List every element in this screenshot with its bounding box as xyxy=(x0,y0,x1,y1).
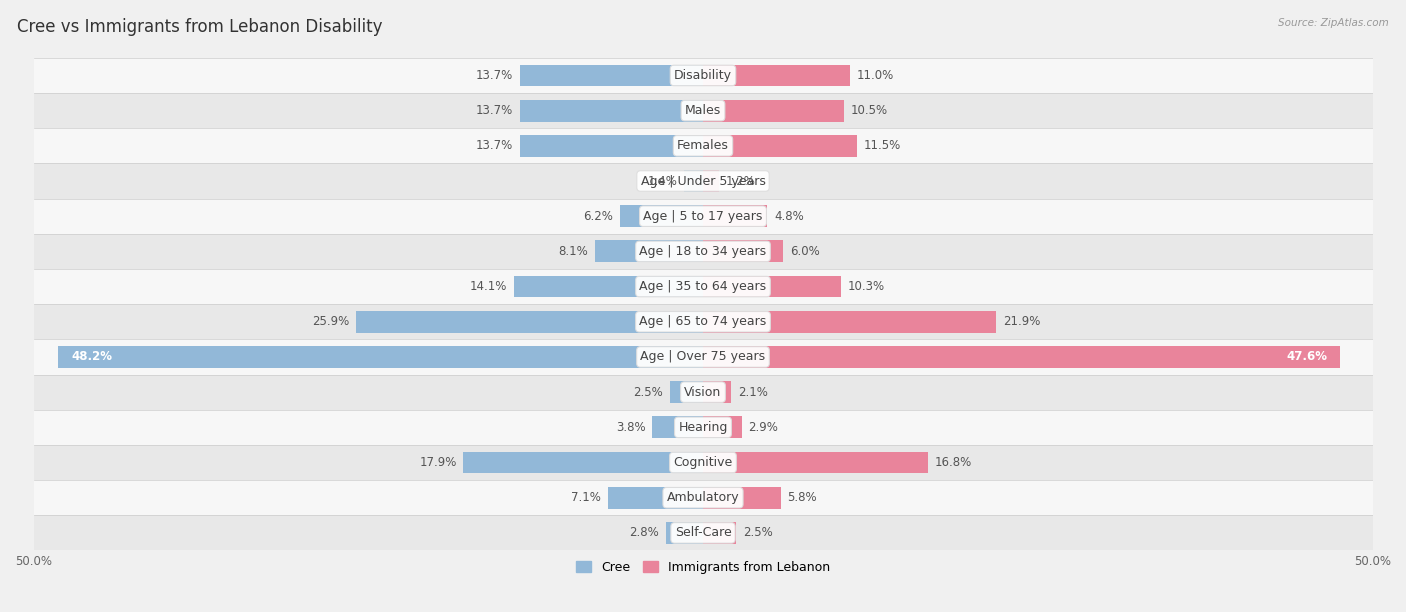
Bar xyxy=(703,135,858,157)
Text: 6.2%: 6.2% xyxy=(583,210,613,223)
Text: Males: Males xyxy=(685,104,721,117)
Bar xyxy=(703,170,718,192)
Legend: Cree, Immigrants from Lebanon: Cree, Immigrants from Lebanon xyxy=(576,561,830,574)
Bar xyxy=(703,241,783,263)
Text: 10.3%: 10.3% xyxy=(848,280,884,293)
Bar xyxy=(652,416,703,438)
Text: 25.9%: 25.9% xyxy=(312,315,350,328)
Bar xyxy=(34,163,1372,199)
Bar xyxy=(703,452,928,474)
Text: Cree vs Immigrants from Lebanon Disability: Cree vs Immigrants from Lebanon Disabili… xyxy=(17,18,382,36)
Text: 13.7%: 13.7% xyxy=(475,69,513,82)
Text: Age | 18 to 34 years: Age | 18 to 34 years xyxy=(640,245,766,258)
Text: 8.1%: 8.1% xyxy=(558,245,588,258)
Bar xyxy=(665,522,703,544)
Text: Cognitive: Cognitive xyxy=(673,456,733,469)
Text: 2.5%: 2.5% xyxy=(633,386,662,398)
Text: 1.4%: 1.4% xyxy=(648,174,678,187)
Bar xyxy=(703,100,844,122)
Text: Age | 5 to 17 years: Age | 5 to 17 years xyxy=(644,210,762,223)
Text: Ambulatory: Ambulatory xyxy=(666,491,740,504)
Bar xyxy=(34,304,1372,340)
Text: 2.1%: 2.1% xyxy=(738,386,768,398)
Bar xyxy=(620,205,703,227)
Bar xyxy=(34,410,1372,445)
Text: Vision: Vision xyxy=(685,386,721,398)
Bar xyxy=(703,311,997,333)
Bar xyxy=(703,64,851,86)
Bar xyxy=(34,515,1372,551)
Text: 1.2%: 1.2% xyxy=(725,174,755,187)
Text: 14.1%: 14.1% xyxy=(470,280,508,293)
Text: 6.0%: 6.0% xyxy=(790,245,820,258)
Text: 3.8%: 3.8% xyxy=(616,421,645,434)
Text: 10.5%: 10.5% xyxy=(851,104,887,117)
Bar xyxy=(356,311,703,333)
Bar xyxy=(520,100,703,122)
Text: Hearing: Hearing xyxy=(678,421,728,434)
Bar xyxy=(520,135,703,157)
Text: 16.8%: 16.8% xyxy=(935,456,972,469)
Bar xyxy=(703,205,768,227)
Bar xyxy=(703,275,841,297)
Text: 2.5%: 2.5% xyxy=(744,526,773,539)
Bar xyxy=(34,480,1372,515)
Text: Age | 35 to 64 years: Age | 35 to 64 years xyxy=(640,280,766,293)
Text: 11.0%: 11.0% xyxy=(858,69,894,82)
Bar xyxy=(595,241,703,263)
Bar xyxy=(703,416,742,438)
Text: Females: Females xyxy=(678,140,728,152)
Bar xyxy=(520,64,703,86)
Bar xyxy=(34,340,1372,375)
Text: 4.8%: 4.8% xyxy=(773,210,804,223)
Text: 5.8%: 5.8% xyxy=(787,491,817,504)
Text: 13.7%: 13.7% xyxy=(475,140,513,152)
Text: Age | Under 5 years: Age | Under 5 years xyxy=(641,174,765,187)
Text: 11.5%: 11.5% xyxy=(863,140,901,152)
Text: 2.9%: 2.9% xyxy=(748,421,779,434)
Bar xyxy=(703,381,731,403)
Bar xyxy=(703,487,780,509)
Bar xyxy=(34,93,1372,129)
Bar xyxy=(34,375,1372,410)
Bar xyxy=(34,269,1372,304)
Text: Age | 65 to 74 years: Age | 65 to 74 years xyxy=(640,315,766,328)
Text: 7.1%: 7.1% xyxy=(571,491,602,504)
Text: 47.6%: 47.6% xyxy=(1286,351,1327,364)
Text: 17.9%: 17.9% xyxy=(419,456,457,469)
Bar xyxy=(464,452,703,474)
Text: 2.8%: 2.8% xyxy=(628,526,659,539)
Bar xyxy=(34,445,1372,480)
Bar xyxy=(703,346,1340,368)
Bar xyxy=(34,234,1372,269)
Bar xyxy=(34,199,1372,234)
Bar xyxy=(607,487,703,509)
Text: 48.2%: 48.2% xyxy=(70,351,112,364)
Text: Source: ZipAtlas.com: Source: ZipAtlas.com xyxy=(1278,18,1389,28)
Text: Self-Care: Self-Care xyxy=(675,526,731,539)
Bar xyxy=(34,58,1372,93)
Bar xyxy=(669,381,703,403)
Bar xyxy=(34,129,1372,163)
Text: Disability: Disability xyxy=(673,69,733,82)
Bar xyxy=(515,275,703,297)
Text: Age | Over 75 years: Age | Over 75 years xyxy=(641,351,765,364)
Bar xyxy=(685,170,703,192)
Text: 13.7%: 13.7% xyxy=(475,104,513,117)
Bar xyxy=(58,346,703,368)
Bar xyxy=(703,522,737,544)
Text: 21.9%: 21.9% xyxy=(1002,315,1040,328)
